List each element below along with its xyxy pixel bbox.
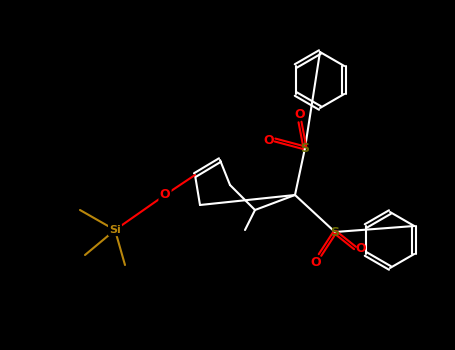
Text: S: S <box>330 225 339 238</box>
Text: S: S <box>300 141 309 154</box>
Text: O: O <box>264 133 274 147</box>
Text: O: O <box>160 189 170 202</box>
Text: O: O <box>356 241 366 254</box>
Text: O: O <box>311 257 321 270</box>
Text: Si: Si <box>109 225 121 235</box>
Text: O: O <box>295 107 305 120</box>
